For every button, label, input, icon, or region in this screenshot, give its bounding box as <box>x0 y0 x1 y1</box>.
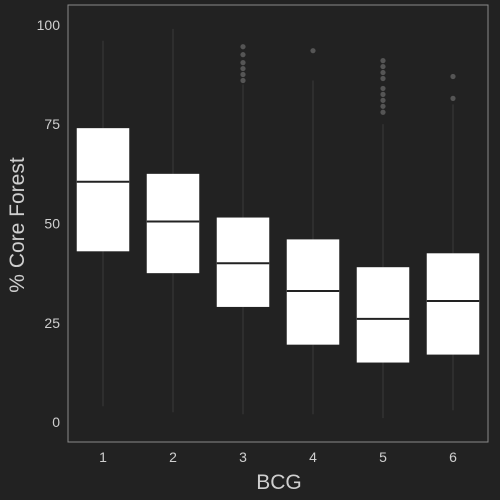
x-tick-labels: 1 2 3 4 5 6 <box>99 449 457 465</box>
outlier-point <box>380 85 386 92</box>
plot-panel-border <box>67 4 489 443</box>
y-tick-label: 0 <box>52 414 60 430</box>
outlier-point <box>310 48 316 54</box>
outlier-point <box>380 103 386 109</box>
outlier-point <box>240 77 246 84</box>
outlier-point <box>380 91 386 97</box>
x-tick-label: 2 <box>169 449 177 465</box>
outlier-point <box>380 69 386 76</box>
box-iqr <box>146 173 200 274</box>
box-layer <box>76 128 480 363</box>
outlier-point <box>240 71 246 78</box>
outlier-point <box>450 73 456 80</box>
y-tick-labels: 0 25 50 75 100 <box>37 17 61 430</box>
outlier-point <box>450 95 456 101</box>
outlier-point <box>380 109 386 115</box>
y-axis-label: % Core Forest <box>6 157 29 293</box>
y-tick-label: 25 <box>44 315 60 331</box>
outlier-layer <box>240 44 456 115</box>
outlier-point <box>380 58 386 64</box>
x-tick-label: 1 <box>99 449 107 465</box>
x-tick-label: 4 <box>309 449 317 465</box>
whisker-layer <box>102 28 454 419</box>
outlier-point <box>240 44 246 50</box>
outlier-point <box>380 75 386 82</box>
box-iqr <box>76 128 130 252</box>
y-tick-label: 100 <box>37 17 61 33</box>
outlier-point <box>380 97 386 103</box>
x-axis-label: BCG <box>256 471 302 494</box>
y-tick-label: 75 <box>44 116 60 132</box>
x-tick-label: 5 <box>379 449 387 465</box>
outlier-point <box>380 63 386 70</box>
box-iqr <box>426 253 480 355</box>
outlier-point <box>240 60 246 66</box>
outlier-point <box>240 52 246 58</box>
box-iqr <box>356 267 410 363</box>
outlier-point <box>240 65 246 72</box>
x-tick-label: 3 <box>239 449 247 465</box>
y-tick-label: 50 <box>44 216 60 232</box>
x-tick-label: 6 <box>449 449 457 465</box>
